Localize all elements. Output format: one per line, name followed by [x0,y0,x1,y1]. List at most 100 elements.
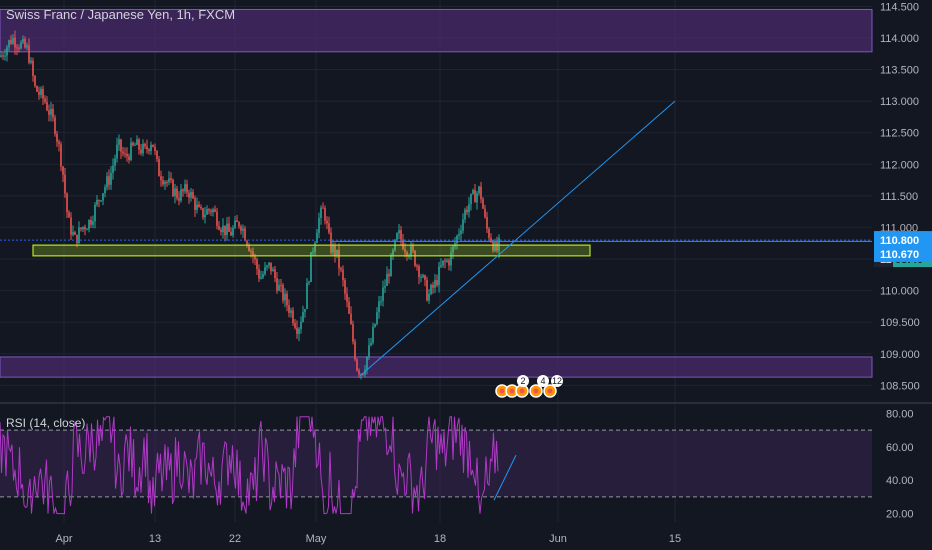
candle-body [158,158,160,177]
candle-body [140,149,142,154]
candle-body [486,216,488,229]
candle-body [96,199,98,205]
candle-body [402,239,404,250]
event-marker-dot [509,388,515,394]
candle-body [428,293,430,301]
candle-body [14,37,16,48]
candle-body [68,212,70,218]
support-price-tag [874,244,932,262]
candle-body [432,284,434,288]
candle-body [152,144,154,147]
event-marker-dot [499,388,505,394]
candle-body [16,47,18,49]
candle-body [110,172,112,185]
time-tick-label: 18 [434,533,446,545]
candle-body [456,235,458,244]
candle-body [392,250,394,255]
candle-body [430,284,432,294]
candle-body [384,285,386,288]
candle-body [146,146,148,150]
candle-body [320,207,322,218]
candle-body [440,265,442,267]
candle-body [218,225,220,230]
price-tick-label: 110.000 [880,286,919,298]
drawing-overlays[interactable] [0,100,872,377]
candle-body [474,189,476,203]
candle-body [222,225,224,233]
candle-body [322,207,324,209]
candle-body [144,143,146,147]
rsi-title: RSI (14, close) [6,416,86,430]
candle-body [66,193,68,213]
rsi-tick-label: 80.00 [886,408,914,420]
price-zone [0,8,873,53]
price-axis[interactable]: 114.500 114.000 113.500 113.000 112.500 112.0… [874,1,932,521]
candle-body [380,301,382,303]
candle-body [34,75,36,87]
candle-body [214,209,216,212]
candle-body [270,262,272,272]
candle-body [446,260,448,262]
candle-body [240,226,242,231]
rsi-tick-label: 20.00 [886,509,914,521]
candle-body [232,227,234,236]
rsi-pane [0,416,872,515]
candle-body [336,249,338,256]
candle-body [334,244,336,256]
time-tick-label: 15 [669,533,681,545]
price-tick-label: 113.500 [880,64,919,76]
candle-body [298,328,300,334]
candle-body [4,55,6,57]
event-markers[interactable]: 2 4 12 [495,375,563,398]
candle-body [202,208,204,218]
candle-body [348,301,350,314]
candle-body [134,144,136,146]
candle-body [438,266,440,286]
price-tick-label: 113.000 [880,96,919,108]
candle-body [180,189,182,201]
candle-body [284,293,286,301]
candle-body [166,181,168,183]
candle-body [18,47,20,49]
candle-body [220,229,222,233]
candle-body [436,280,438,286]
candle-body [164,181,166,185]
candle-body [264,267,266,275]
candle-body [150,144,152,151]
candle-body [76,234,78,244]
candle-body [290,310,292,313]
candle-body [370,342,372,346]
candle-body [254,256,256,260]
candle-body [248,245,250,251]
candle-body [478,186,480,194]
candle-body [278,284,280,291]
candle-body [490,237,492,242]
time-tick-label: May [306,533,327,545]
time-axis[interactable]: Apr 13 22 May 18 Jun 15 [55,533,681,545]
candle-body [136,139,138,145]
candle-body [216,211,218,226]
candle-body [116,144,118,159]
candle-body [260,277,262,279]
candle-body [64,174,66,194]
candle-body [448,260,450,266]
price-tick-label: 114.500 [880,1,919,13]
candle-body [204,214,206,218]
candle-body [492,241,494,251]
candle-body [472,189,474,194]
candle-body [332,244,334,253]
event-marker-dot [547,388,553,394]
candle-body [390,254,392,277]
candle-body [8,40,10,48]
candle-body [338,249,340,269]
candle-body [70,217,72,235]
candle-body [74,232,76,235]
price-zone [0,356,873,378]
time-tick-label: Jun [549,533,567,545]
candle-body [174,188,176,197]
candle-body [476,193,478,203]
candle-body [92,221,94,225]
price-tick-label: 111.500 [880,191,918,203]
candle-body [314,242,316,252]
